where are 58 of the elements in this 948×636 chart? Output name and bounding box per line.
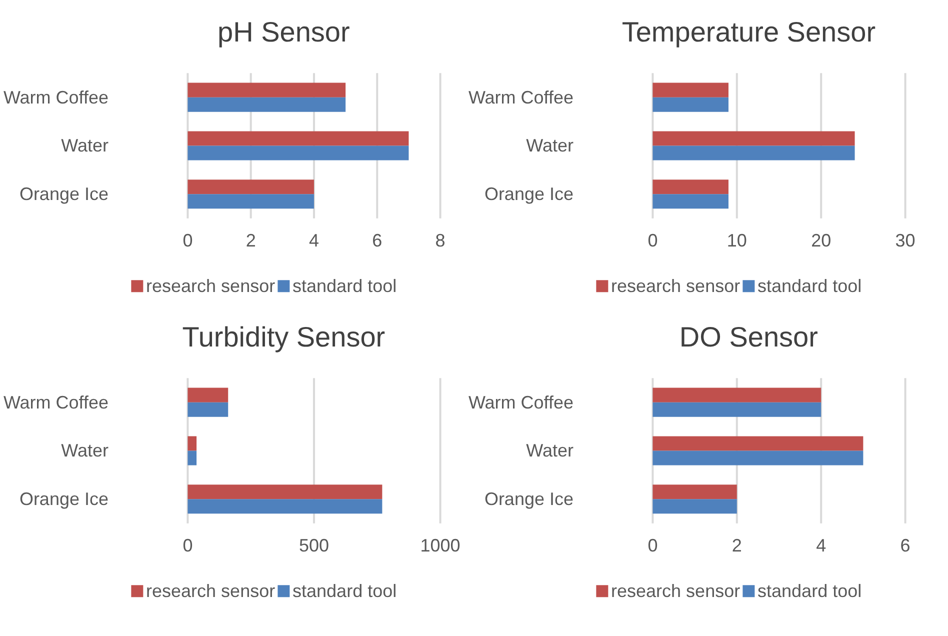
y-tick-label: Water (61, 440, 109, 461)
legend-label: research sensor (146, 276, 276, 296)
bar (188, 402, 228, 417)
legend-label: standard tool (758, 581, 862, 602)
x-tick-label: 2 (246, 230, 256, 251)
bar (652, 484, 737, 500)
bar (188, 131, 409, 146)
chart-title: DO Sensor (679, 321, 818, 352)
x-tick-label: 0 (182, 536, 193, 556)
bar (652, 450, 864, 466)
y-tick-label: Water (526, 440, 574, 461)
y-tick-label: Warm Coffee (468, 392, 574, 412)
x-tick-label: 6 (372, 230, 382, 251)
bar (652, 436, 864, 451)
bar (652, 402, 822, 417)
bar (188, 436, 197, 451)
y-tick-label: Orange Ice (19, 489, 109, 510)
x-tick-label: 6 (900, 536, 910, 556)
x-tick-label: 500 (298, 536, 330, 556)
bar (652, 388, 822, 402)
bar (188, 97, 346, 112)
y-tick-label: Warm Coffee (468, 87, 574, 108)
y-tick-label: Orange Ice (484, 489, 574, 510)
bar (188, 194, 314, 209)
x-tick-label: 2 (732, 536, 742, 556)
legend-label: standard tool (292, 581, 397, 602)
x-tick-label: 0 (182, 230, 193, 251)
bar (652, 499, 737, 514)
bar (188, 146, 409, 160)
bar (188, 180, 314, 194)
y-tick-label: Warm Coffee (3, 392, 108, 412)
bar (188, 499, 382, 514)
legend-label: research sensor (611, 276, 740, 296)
legend-label: research sensor (146, 581, 276, 602)
x-tick-label: 4 (308, 230, 320, 251)
x-tick-label: 4 (816, 536, 826, 556)
bar (188, 450, 197, 466)
y-tick-label: Water (61, 136, 109, 156)
y-tick-label: Warm Coffee (3, 87, 108, 108)
x-tick-label: 20 (811, 230, 832, 251)
bar (188, 82, 346, 98)
y-tick-label: Orange Ice (19, 184, 109, 204)
legend-label: standard tool (292, 276, 397, 296)
x-tick-label: 30 (895, 230, 916, 251)
x-tick-label: 0 (648, 230, 658, 251)
legend-label: standard tool (758, 276, 862, 296)
chart-title: Temperature Sensor (622, 16, 876, 48)
x-tick-label: 10 (726, 230, 747, 251)
chart-title: Turbidity Sensor (182, 321, 386, 352)
x-tick-label: 8 (435, 230, 446, 251)
legend-label: research sensor (611, 581, 740, 602)
x-tick-label: 0 (648, 536, 658, 556)
bar (188, 388, 228, 402)
chart-title: pH Sensor (218, 16, 350, 48)
bar (188, 484, 382, 500)
x-tick-label: 1000 (420, 536, 460, 556)
y-tick-label: Orange Ice (484, 184, 574, 204)
y-tick-label: Water (526, 136, 574, 156)
